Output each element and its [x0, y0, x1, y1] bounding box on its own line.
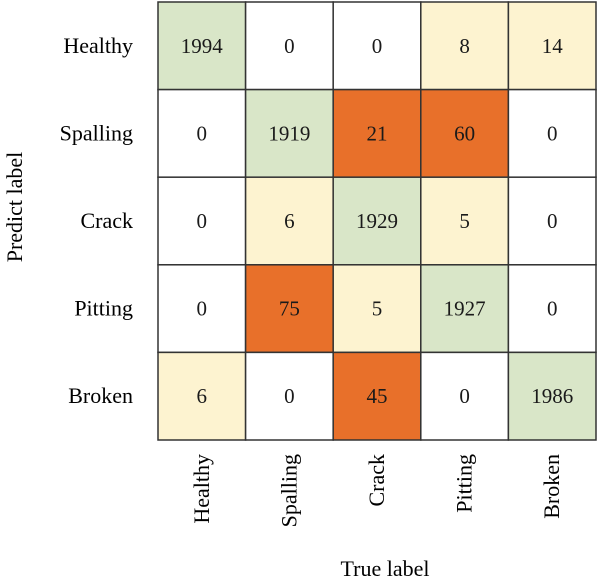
matrix-cell-2-1	[244, 176, 334, 266]
matrix-cell-1-2	[332, 88, 422, 178]
cell-value-3-4: 0	[547, 297, 558, 321]
column-label-broken: Broken	[539, 454, 564, 519]
matrix-cell-3-4	[507, 264, 597, 354]
cell-value-4-2: 45	[367, 384, 388, 408]
column-labels: Healthy Spalling Crack Pitting Broken	[189, 454, 564, 527]
column-label-healthy: Healthy	[189, 454, 214, 524]
cell-value-4-1: 0	[284, 384, 295, 408]
matrix-cell-3-2	[332, 264, 422, 354]
matrix-cell-4-2	[332, 351, 422, 441]
cell-value-4-4: 1986	[531, 384, 573, 408]
cell-value-1-3: 60	[454, 121, 475, 145]
cell-value-4-0: 6	[197, 384, 208, 408]
cell-value-0-0: 1994	[181, 34, 224, 58]
row-label-healthy: Healthy	[63, 33, 133, 58]
column-label-spalling: Spalling	[276, 454, 301, 527]
row-label-pitting: Pitting	[74, 296, 133, 321]
matrix-cell-4-4	[507, 351, 597, 441]
matrix-cell-0-2	[332, 1, 422, 91]
cell-value-1-0: 0	[197, 121, 208, 145]
cell-value-2-0: 0	[197, 209, 208, 233]
cell-value-2-1: 6	[284, 209, 295, 233]
row-label-crack: Crack	[80, 208, 133, 233]
row-label-spalling: Spalling	[60, 120, 133, 145]
cell-value-2-2: 1929	[356, 209, 398, 233]
matrix-cell-3-1	[244, 264, 334, 354]
cell-value-0-2: 0	[372, 34, 383, 58]
cell-value-3-2: 5	[372, 297, 383, 321]
cell-value-1-4: 0	[547, 121, 558, 145]
cell-value-3-3: 1927	[444, 297, 486, 321]
cell-value-2-4: 0	[547, 209, 558, 233]
y-axis-title: Predict label	[2, 152, 27, 263]
cell-value-0-1: 0	[284, 34, 295, 58]
matrix-cell-4-0	[157, 351, 247, 441]
matrix-cell-1-4	[507, 88, 597, 178]
cell-value-0-4: 14	[542, 34, 564, 58]
column-label-crack: Crack	[364, 454, 389, 507]
row-labels: Healthy Spalling Crack Pitting Broken	[60, 33, 133, 408]
cell-value-4-3: 0	[459, 384, 470, 408]
cell-value-3-1: 75	[279, 297, 300, 321]
matrix-cell-3-3	[420, 264, 510, 354]
cell-value-1-2: 21	[367, 121, 388, 145]
cell-value-3-0: 0	[197, 297, 208, 321]
matrix-cells: 1994 0 0 8 140 1919 21 60 00 6 1929 5 00 75 5 1927 06 0 45…	[157, 1, 597, 441]
matrix-cell-4-1	[244, 351, 334, 441]
matrix-cell-3-0	[157, 264, 247, 354]
matrix-cell-0-1	[244, 1, 334, 91]
column-label-pitting: Pitting	[452, 454, 477, 513]
x-axis-title: True label	[340, 556, 429, 581]
matrix-cell-0-0	[157, 1, 247, 91]
matrix-cell-2-3	[420, 176, 510, 266]
row-label-broken: Broken	[68, 383, 133, 408]
cell-value-2-3: 5	[459, 209, 470, 233]
cell-value-1-1: 1919	[268, 121, 310, 145]
matrix-cell-1-0	[157, 88, 247, 178]
cell-value-0-3: 8	[459, 34, 470, 58]
